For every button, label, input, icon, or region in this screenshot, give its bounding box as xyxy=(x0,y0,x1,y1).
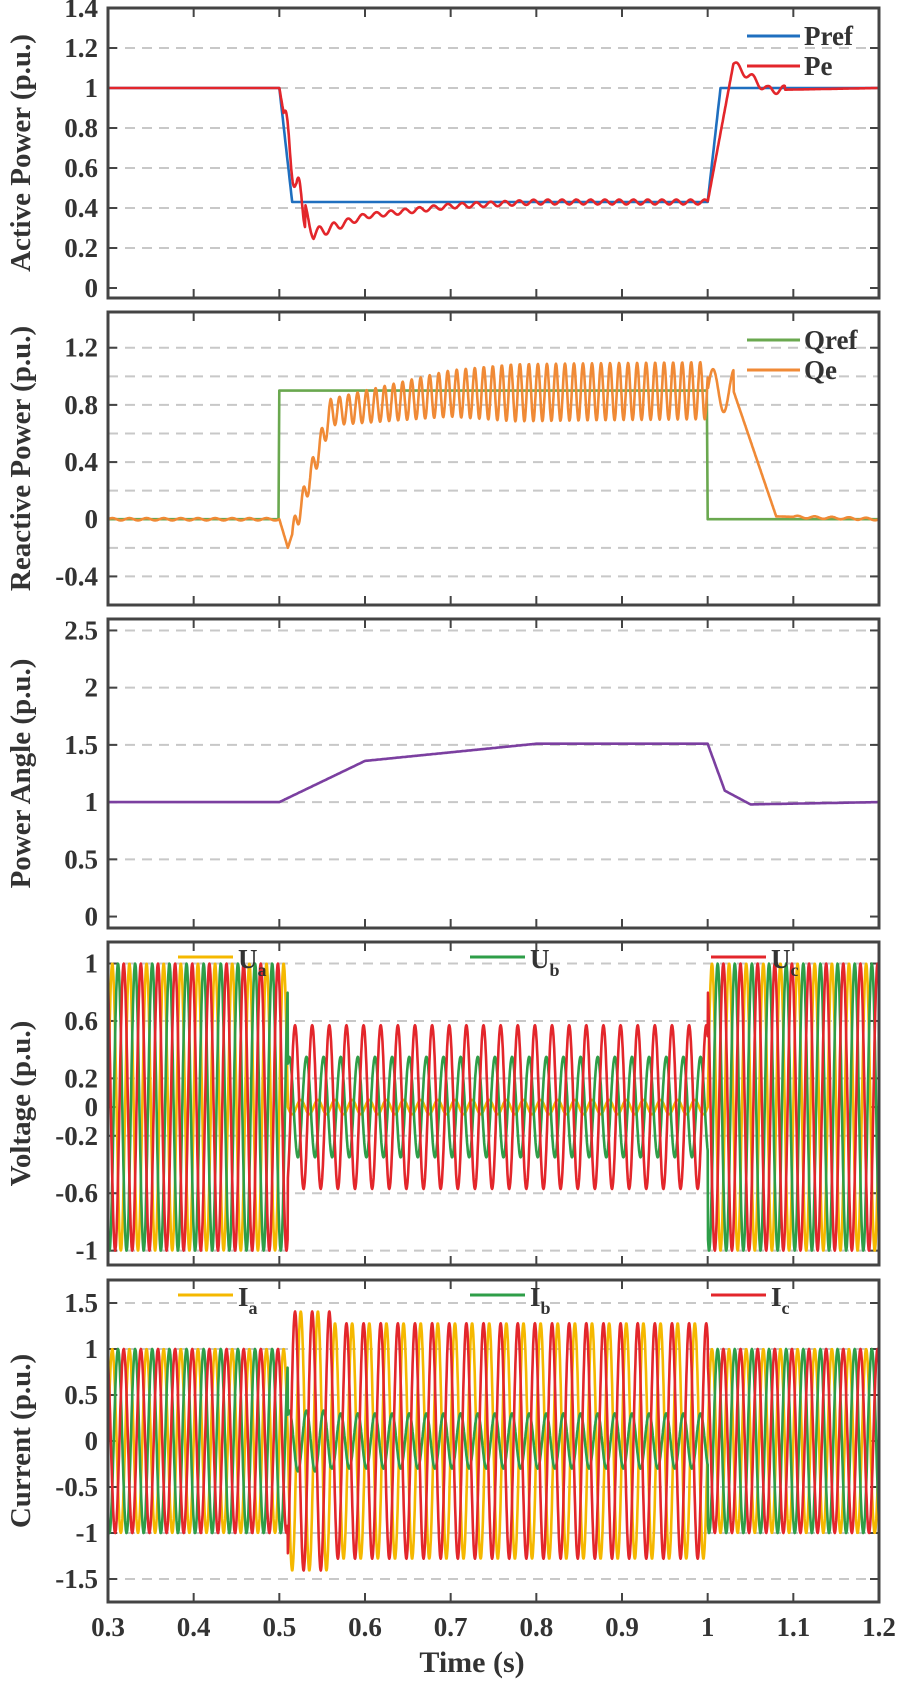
y-tick-label: 2 xyxy=(85,673,99,703)
x-tick-label: 0.7 xyxy=(434,1612,468,1642)
y-tick-label: 0.2 xyxy=(64,1063,98,1093)
legend-label: Qref xyxy=(804,325,858,355)
y-tick-label: -0.4 xyxy=(55,561,98,591)
series-line-qref xyxy=(108,389,879,521)
legend-label: Pref xyxy=(804,21,854,51)
y-tick-label: 1 xyxy=(85,949,99,979)
x-tick-label: 0.8 xyxy=(519,1612,553,1642)
x-tick-label: 1 xyxy=(701,1612,715,1642)
y-axis-label: Active Power (p.u.) xyxy=(5,34,37,272)
y-tick-label: 0.4 xyxy=(64,193,98,223)
plot-frame xyxy=(106,940,881,1267)
y-tick-label: -0.2 xyxy=(55,1121,98,1151)
series-line-ia xyxy=(108,1310,879,1572)
legend-label: Qe xyxy=(804,355,837,385)
plot-area xyxy=(108,1310,879,1572)
y-tick-label: 0 xyxy=(85,504,99,534)
chart-panel-3: 0 0.5 1 1.5 2 2.5 Power Angle (p.u.) xyxy=(5,615,881,932)
series-line-ua xyxy=(108,962,879,1252)
y-tick-label: 1.5 xyxy=(64,730,98,760)
series-line-ib xyxy=(108,1347,879,1535)
x-tick-label: 1.2 xyxy=(862,1612,896,1642)
x-tick-label: 0.3 xyxy=(91,1612,125,1642)
y-tick-label: 0.2 xyxy=(64,233,98,263)
chart-panel-5: -1.5 -1 -0.5 0 0.5 1 1.5 Current (p.u.) Ia Ib Ic xyxy=(5,1278,881,1604)
y-tick-label: 0.6 xyxy=(64,153,98,183)
y-axis-label: Reactive Power (p.u.) xyxy=(5,326,37,591)
y-tick-label: 1.4 xyxy=(64,0,98,23)
y-axis-label: Power Angle (p.u.) xyxy=(5,659,37,889)
series-line-qe xyxy=(108,361,879,550)
y-tick-label: 1.2 xyxy=(64,333,98,363)
legend-subscript: b xyxy=(541,1298,551,1318)
y-tick-label: -1.5 xyxy=(55,1564,98,1594)
legend-label: Ic xyxy=(771,1282,790,1318)
plot-area xyxy=(108,742,879,806)
x-tick-label: 0.9 xyxy=(605,1612,639,1642)
series-line-uc xyxy=(108,962,879,1252)
y-tick-label: 1 xyxy=(85,73,99,103)
y-tick-label: -0.5 xyxy=(55,1472,98,1502)
legend-subscript: a xyxy=(249,1298,258,1318)
y-tick-label: 2.5 xyxy=(64,615,98,645)
y-tick-label: 0.6 xyxy=(64,1006,98,1036)
y-tick-label: 0 xyxy=(85,273,99,303)
x-axis-label: Time (s) xyxy=(419,1646,524,1679)
plot-area xyxy=(108,962,879,1252)
plot-area xyxy=(108,61,879,241)
y-tick-label: 0 xyxy=(85,902,99,932)
legend-subscript: a xyxy=(258,960,267,980)
series-line-pe xyxy=(108,61,879,241)
y-tick-label: -1 xyxy=(76,1236,99,1266)
y-tick-label: 0.5 xyxy=(64,1380,98,1410)
x-tick-label: 1.1 xyxy=(776,1612,810,1642)
legend-subscript: b xyxy=(550,960,560,980)
y-tick-label: 0 xyxy=(85,1426,99,1456)
legend-subscript: c xyxy=(791,960,799,980)
x-tick-label: 0.5 xyxy=(262,1612,296,1642)
y-tick-label: 1.2 xyxy=(64,33,98,63)
plot-frame xyxy=(106,310,881,607)
legend-label: Ia xyxy=(238,1282,258,1318)
y-axis-label: Voltage (p.u.) xyxy=(5,1021,37,1187)
y-tick-label: 1 xyxy=(85,787,99,817)
series-line-power-angle xyxy=(108,742,879,806)
legend-label: Ub xyxy=(530,944,560,980)
chart-panel-1: 0 0.2 0.4 0.6 0.8 1 1.2 1.4 Active Power (p.u.) P… xyxy=(5,0,881,303)
legend-label: Pe xyxy=(804,51,832,81)
series-line-ic xyxy=(108,1310,879,1572)
x-tick-label: 0.6 xyxy=(348,1612,382,1642)
y-tick-label: -0.6 xyxy=(55,1178,98,1208)
y-tick-label: 1 xyxy=(85,1334,99,1364)
y-axis-label: Current (p.u.) xyxy=(5,1354,37,1528)
y-tick-label: 1.5 xyxy=(64,1288,98,1318)
plot-frame xyxy=(106,6,881,300)
y-tick-label: 0.4 xyxy=(64,447,98,477)
y-tick-label: -1 xyxy=(76,1518,99,1548)
plot-frame xyxy=(106,1278,881,1604)
legend-subscript: c xyxy=(782,1298,790,1318)
y-tick-label: 0.8 xyxy=(64,390,98,420)
chart-panel-2: -0.4 0 0.4 0.8 1.2 Reactive Power (p.u.) QrefQ… xyxy=(5,310,881,607)
series-line-pref xyxy=(108,86,879,204)
series-line-ub xyxy=(108,962,879,1252)
plot-frame xyxy=(106,617,881,930)
y-tick-label: 0.5 xyxy=(64,844,98,874)
x-tick-label: 0.4 xyxy=(177,1612,211,1642)
legend-label: Ib xyxy=(530,1282,551,1318)
y-tick-label: 0 xyxy=(85,1092,99,1122)
y-tick-label: 0.8 xyxy=(64,113,98,143)
plot-area xyxy=(108,361,879,550)
